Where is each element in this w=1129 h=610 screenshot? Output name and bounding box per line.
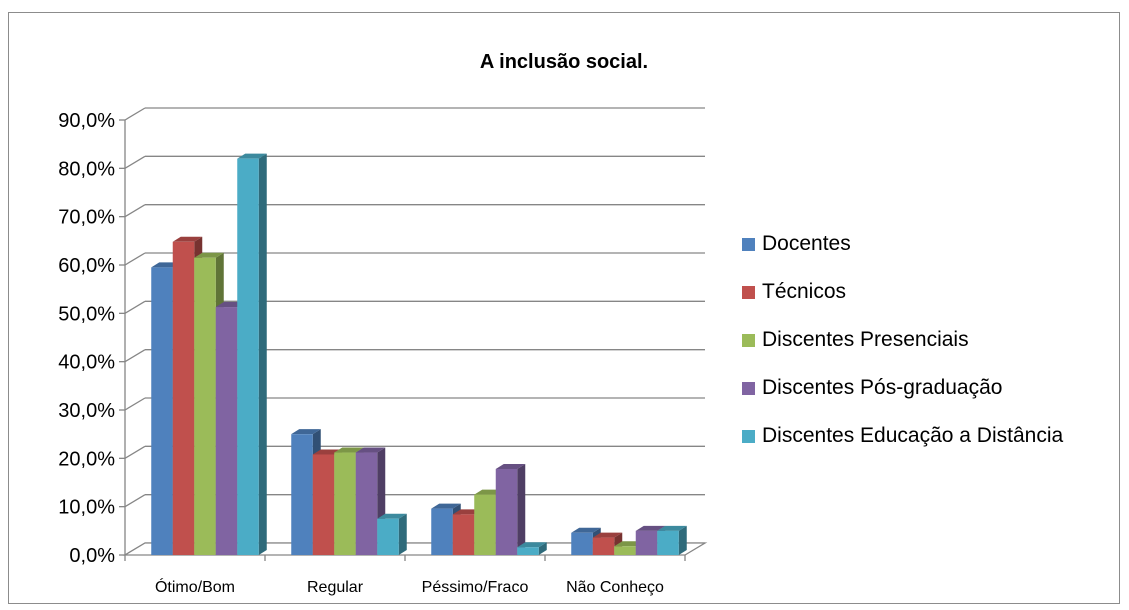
x-tick-label: Regular [307,579,364,596]
legend-item: Técnicos [742,280,846,304]
legend-item: Discentes Pós-graduação [742,376,1002,400]
gridline-side [124,349,146,363]
bar-top [657,525,687,531]
bar [312,454,335,555]
bar-top [592,532,623,538]
legend-label: Discentes Pós-graduação [762,376,1003,399]
bar-top [571,527,601,533]
y-tick-label: 10,0% [58,497,115,519]
legend-swatch [742,285,755,299]
legend-swatch [742,237,755,251]
bar [657,530,679,555]
y-tick-label: 90,0% [58,110,115,132]
bar [172,241,195,556]
bar [334,452,356,555]
legend-label: Docentes [762,232,851,255]
bar-top [194,252,224,258]
bar [355,452,378,555]
bar [635,530,658,555]
bar [291,434,313,555]
legend-item: Docentes [742,232,851,256]
gridline-side [124,155,146,169]
bar-top [172,236,203,242]
legend-label: Discentes Educação a Distância [762,424,1064,447]
bar [215,307,238,555]
bar-top [237,153,267,159]
bar-side [398,513,407,555]
gridline-side [124,204,146,218]
bar [431,508,453,555]
legend-swatch [742,333,755,347]
y-tick-label: 0,0% [69,545,115,567]
legend-label: Discentes Presenciais [762,328,969,351]
bar [614,546,636,555]
bar [474,494,496,555]
gridline-side [124,300,146,314]
bar-top [377,513,407,519]
bar-side [258,153,267,555]
bar-top [495,463,526,469]
bar-side [517,463,526,555]
chart-title: A inclusão social. [479,51,649,73]
bar-top [334,447,364,453]
legend-label: Técnicos [762,280,847,303]
y-tick-label: 60,0% [58,255,115,277]
bar-top [431,503,461,509]
bar [592,537,615,555]
legend-swatch [742,429,755,443]
bar-top [635,525,666,531]
legend-swatch [742,381,755,395]
bar-top [291,429,321,435]
bar [452,514,475,555]
y-tick-label: 70,0% [58,207,115,229]
gridline-side [124,252,146,266]
x-tick-label: Não Conheço [566,579,664,596]
y-tick-label: 50,0% [58,303,115,325]
legend-item: Discentes Presenciais [742,328,969,352]
y-tick-label: 30,0% [58,400,115,422]
x-tick-label: Ótimo/Bom [155,577,235,596]
x-tick-label: Péssimo/Fraco [422,579,529,596]
bar [237,158,259,555]
gridline-side [124,494,146,508]
bar [151,267,173,555]
bar-side [678,525,687,555]
y-tick-label: 40,0% [58,352,115,374]
bar-side [538,542,547,555]
y-tick-label: 20,0% [58,448,115,470]
legend-item: Discentes Educação a Distância [742,424,1063,448]
bar [377,518,399,555]
gridline-side [124,107,146,121]
gridline-side [124,445,146,459]
gridline-side [124,397,146,411]
bar [571,532,593,555]
bar-top [355,447,386,453]
bar [194,257,216,555]
bar-top [517,542,547,548]
bar [495,468,518,555]
bar [517,547,539,555]
y-tick-label: 80,0% [58,158,115,180]
